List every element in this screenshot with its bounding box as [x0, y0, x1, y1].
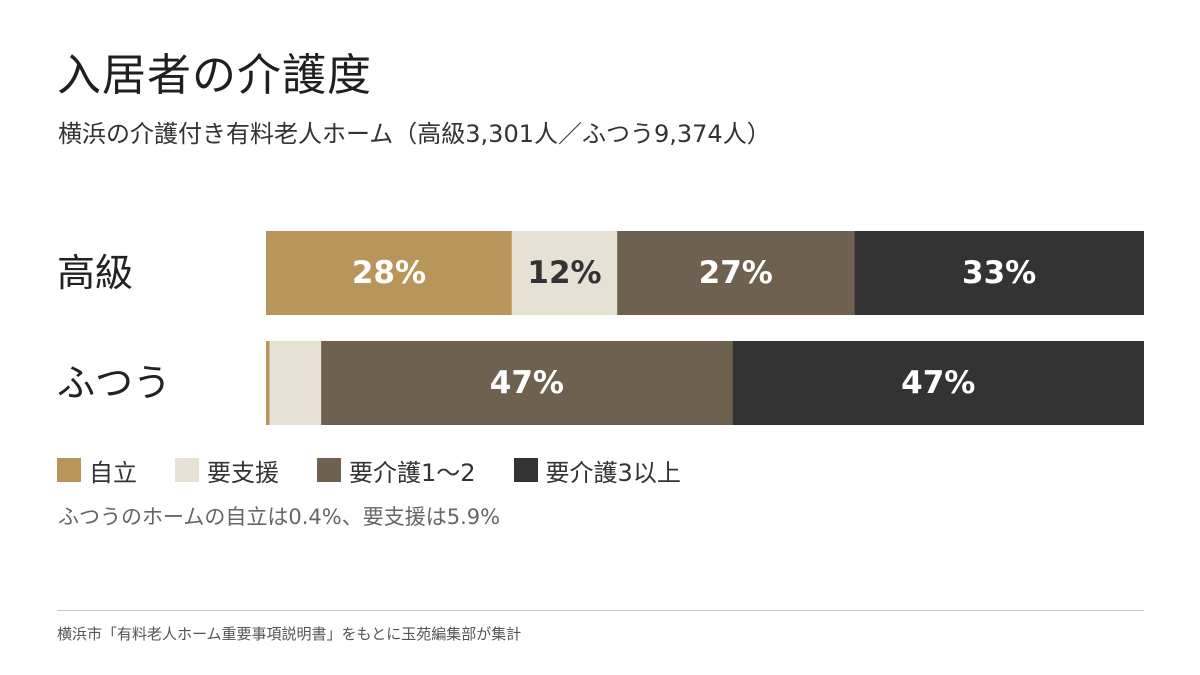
bar-segment-0-3: [854, 231, 1144, 315]
data-label-0-3: 33%: [962, 255, 1036, 291]
bar-segment-1-2: [321, 341, 733, 425]
legend-item-youkaigo-3-plus: 要介護3以上: [513, 453, 681, 488]
chart-rows: 高級 28% 12% 27% 33% ふつう 47% 47%: [57, 231, 1144, 425]
bar-segment-1-3: [732, 341, 1144, 425]
data-label-0-1: 12%: [527, 255, 601, 291]
legend-item-jiritsu: 自立: [57, 453, 137, 488]
source-note: 横浜市「有料老人ホーム重要事項説明書」をもとに玉苑編集部が集計: [57, 625, 522, 643]
bar-segment-0-1: [511, 231, 618, 315]
data-label-1-2: 47%: [490, 365, 564, 401]
row-label-0: 高級: [57, 251, 133, 295]
legend-label-youkaigo-1-2: 要介護1〜2: [349, 458, 476, 487]
legend-item-youshien: 要支援: [175, 453, 279, 488]
legend-label-jiritsu: 自立: [89, 458, 137, 487]
chart-title: 入居者の介護度: [57, 50, 372, 101]
stacked-bar-chart: 高級 28% 12% 27% 33% ふつう 47% 47%: [57, 231, 1144, 425]
bar-segment-0-2: [617, 231, 855, 315]
legend: 自立 要支援 要介護1〜2 要介護3以上: [57, 452, 719, 488]
legend-swatch-jiritsu: [57, 458, 81, 482]
bar-segment-0-0: [266, 231, 512, 315]
legend-swatch-youkaigo-1-2: [317, 458, 341, 482]
legend-label-youkaigo-3-plus: 要介護3以上: [545, 458, 681, 487]
chart-note: ふつうのホームの自立は0.4%、要支援は5.9%: [58, 505, 501, 529]
chart-subtitle: 横浜の介護付き有料老人ホーム（高級3,301人／ふつう9,374人）: [58, 120, 771, 148]
legend-item-youkaigo-1-2: 要介護1〜2: [317, 453, 476, 488]
row-label-1: ふつう: [57, 361, 171, 405]
data-label-0-0: 28%: [352, 255, 426, 291]
legend-swatch-youshien: [175, 458, 199, 482]
data-label-0-2: 27%: [699, 255, 773, 291]
data-label-1-3: 47%: [901, 365, 975, 401]
bar-segment-1-0: [266, 341, 270, 425]
legend-label-youshien: 要支援: [207, 458, 279, 487]
divider: [57, 610, 1144, 611]
bar-segment-1-1: [269, 341, 322, 425]
legend-swatch-youkaigo-3-plus: [513, 458, 538, 482]
